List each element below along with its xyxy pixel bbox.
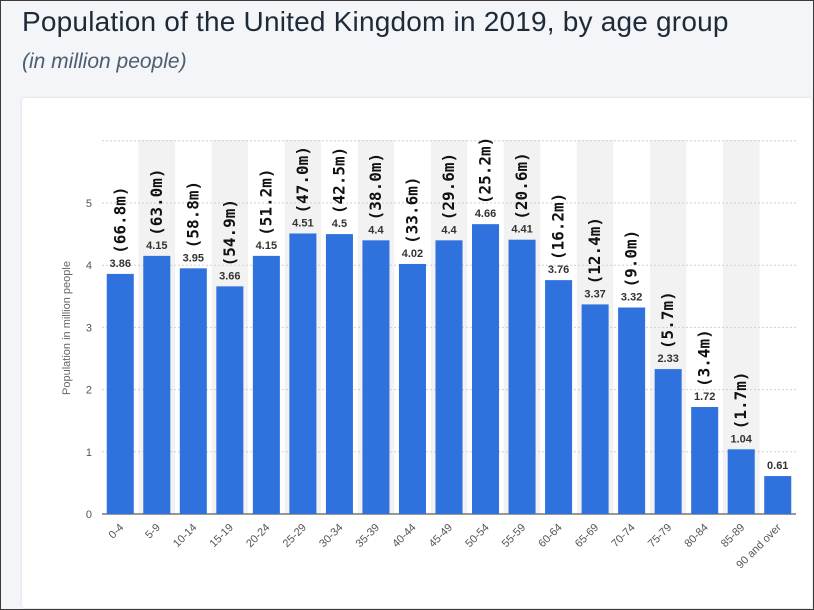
data-label: 4.4 [368, 224, 384, 236]
bar [654, 369, 682, 514]
bar [179, 268, 207, 514]
cumulative-annotation: (66.8m) [110, 186, 129, 253]
cumulative-annotation: (58.8m) [183, 181, 202, 248]
data-label: 2.33 [657, 353, 678, 365]
x-tick-label: 35-39 [354, 522, 382, 550]
bar [252, 255, 280, 514]
cumulative-annotation: (9.0m) [622, 230, 641, 288]
data-label: 4.51 [292, 217, 313, 229]
data-label: 3.32 [621, 291, 642, 303]
cumulative-annotation: (25.2m) [476, 137, 495, 204]
data-label: 4.15 [146, 240, 167, 252]
data-label: 4.15 [256, 240, 277, 252]
x-tick-label: 5-9 [143, 522, 163, 542]
cumulative-annotation: (38.0m) [366, 153, 385, 220]
x-tick-label: 60-64 [536, 522, 564, 550]
bars [106, 224, 792, 514]
bar [618, 307, 646, 514]
y-tick-label: 0 [86, 509, 92, 521]
bar [727, 449, 755, 514]
data-label: 3.76 [548, 264, 569, 276]
bar [289, 233, 317, 514]
cumulative-annotation: (12.4m) [585, 217, 604, 284]
cumulative-annotation: (42.5m) [329, 147, 348, 214]
value-labels: 3.86 4.15 3.95 3.66 4.15 4.51 4.5 4.4 4.02 4.4 4.6… [110, 208, 789, 472]
data-label: 3.86 [110, 258, 131, 270]
y-axis-ticks: 0 1 2 3 4 5 [86, 198, 92, 521]
data-label: 4.4 [441, 224, 457, 236]
data-label: 4.66 [475, 208, 496, 220]
chart-title: Population of the United Kingdom in 2019… [22, 6, 729, 37]
data-label: 1.04 [730, 433, 752, 445]
cumulative-annotation: (54.9m) [220, 199, 239, 266]
cumulative-annotation: (29.6m) [439, 153, 458, 220]
x-tick-label: 25-29 [281, 522, 309, 550]
x-tick-label: 15-19 [208, 522, 236, 550]
y-tick-label: 5 [86, 198, 92, 210]
data-label: 4.02 [402, 248, 423, 260]
x-tick-label: 70-74 [609, 522, 637, 550]
bar [106, 273, 134, 514]
cumulative-annotation: (33.6m) [402, 177, 421, 244]
bar [472, 224, 500, 514]
x-tick-label: 65-69 [573, 522, 601, 550]
cumulative-annotation: (3.4m) [695, 329, 714, 387]
x-tick-label: 10-14 [171, 522, 199, 550]
bar [398, 263, 426, 514]
cumulative-annotation: (5.7m) [658, 291, 677, 349]
bar [764, 476, 792, 514]
data-label: 1.72 [694, 391, 715, 403]
x-tick-label: 40-44 [390, 522, 418, 550]
x-tick-label: 55-59 [500, 522, 528, 550]
data-label: 3.37 [584, 288, 605, 300]
cumulative-annotation: (20.6m) [512, 152, 531, 219]
x-axis-ticks: 0-4 5-9 10-14 15-19 20-24 25-29 30-34 35-39 40-4… [107, 521, 784, 571]
bar [216, 286, 244, 514]
y-axis-label: Population in million people [61, 261, 73, 395]
bar [435, 240, 463, 514]
cumulative-annotation: (63.0m) [147, 168, 166, 235]
bar [325, 234, 353, 514]
y-tick-label: 4 [86, 260, 92, 272]
y-tick-label: 2 [86, 385, 92, 397]
data-label: 4.41 [511, 224, 532, 236]
x-tick-label: 0-4 [107, 522, 127, 542]
bar [545, 280, 573, 514]
x-tick-label: 20-24 [244, 522, 272, 550]
data-label: 3.66 [219, 270, 240, 282]
y-tick-label: 1 [86, 447, 92, 459]
x-tick-label: 80-84 [682, 522, 710, 550]
cumulative-annotations: (66.8m) (63.0m) (58.8m) (54.9m) (51.2m) (47.0… [110, 137, 750, 430]
x-tick-label: 50-54 [463, 522, 491, 550]
x-tick-label: 30-34 [317, 522, 345, 550]
cumulative-annotation: (16.2m) [549, 193, 568, 260]
bar [143, 255, 171, 514]
data-label: 3.95 [183, 252, 204, 264]
bar [691, 407, 719, 514]
x-tick-label: 75-79 [646, 522, 674, 550]
bar [581, 304, 609, 514]
data-label: 0.61 [767, 460, 788, 472]
bar [508, 239, 536, 514]
y-tick-label: 3 [86, 322, 92, 334]
bar [362, 240, 390, 514]
data-label: 4.5 [332, 218, 347, 230]
chart-subtitle: (in million people) [22, 50, 187, 73]
cumulative-annotation: (1.7m) [731, 372, 750, 430]
x-tick-label: 45-49 [427, 522, 455, 550]
cumulative-annotation: (47.0m) [293, 146, 312, 213]
cumulative-annotation: (51.2m) [256, 168, 275, 235]
x-tick-label: 85-89 [719, 522, 747, 550]
